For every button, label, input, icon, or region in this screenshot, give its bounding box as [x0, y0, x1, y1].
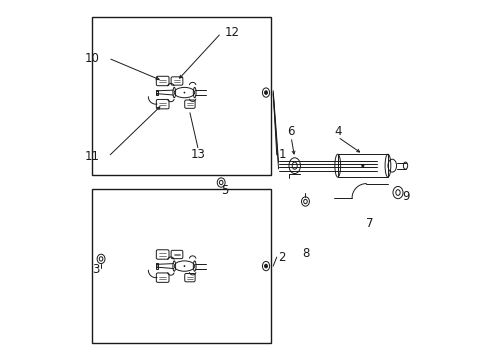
Text: 2: 2 — [278, 251, 285, 264]
Ellipse shape — [183, 92, 184, 93]
Text: 10: 10 — [84, 51, 99, 64]
Text: 12: 12 — [224, 27, 239, 40]
Text: 11: 11 — [84, 150, 99, 163]
Bar — [337, 154, 387, 177]
Ellipse shape — [264, 91, 267, 94]
Bar — [156, 90, 158, 95]
Text: 4: 4 — [333, 125, 341, 138]
Text: 8: 8 — [301, 247, 308, 260]
Text: 7: 7 — [366, 216, 373, 230]
Text: 5: 5 — [221, 184, 228, 197]
Text: 6: 6 — [287, 125, 294, 138]
Bar — [92, 17, 271, 175]
Text: 3: 3 — [92, 263, 99, 276]
Bar — [156, 264, 158, 269]
Text: 1: 1 — [278, 148, 285, 161]
Text: 13: 13 — [190, 148, 205, 161]
Bar — [92, 189, 271, 343]
Text: 9: 9 — [402, 190, 409, 203]
Ellipse shape — [361, 165, 363, 167]
Ellipse shape — [264, 264, 267, 268]
